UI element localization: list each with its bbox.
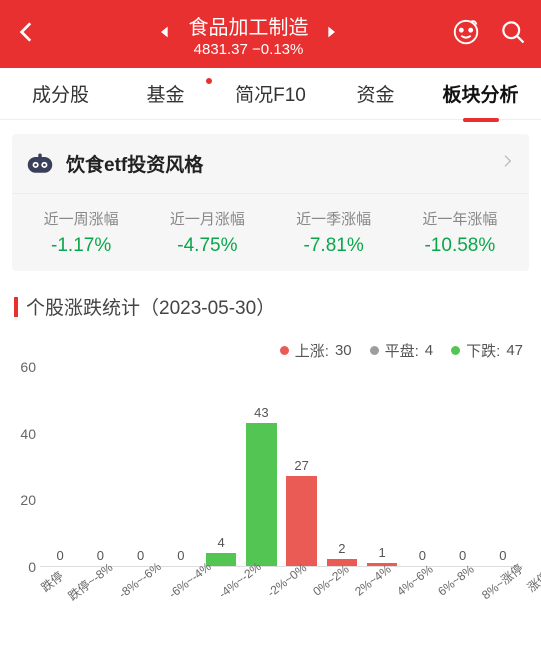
legend-down-label: 下跌: [466, 340, 500, 361]
bar-value-label: 0 [137, 548, 144, 563]
bar-column: 0 [80, 367, 120, 566]
period-stat[interactable]: 近一季涨幅 -7.81% [271, 208, 397, 257]
section-title: 个股涨跌统计（2023-05-30） [26, 293, 275, 320]
legend-up-dot [280, 346, 289, 355]
bar-value-label: 1 [379, 545, 386, 560]
bar-column: 0 [402, 367, 442, 566]
distribution-chart: 0204060 00004432721000 跌停跌停~-8%-8%~-6%-6… [12, 367, 529, 627]
next-sector-button[interactable] [323, 24, 341, 45]
bar-value-label: 4 [218, 535, 225, 550]
x-tick-label: 2%~4% [352, 562, 395, 601]
bar-value-label: 0 [419, 548, 426, 563]
bar-column: 1 [362, 367, 402, 566]
bar-column: 4 [201, 367, 241, 566]
sector-subline: 4831.37 −0.13% [189, 41, 309, 58]
stat-value: -4.75% [144, 235, 270, 257]
bar-value-label: 0 [177, 548, 184, 563]
bar-value-label: 0 [499, 548, 506, 563]
etf-card-title: 饮食etf投资风格 [66, 150, 499, 177]
bar-value-label: 0 [57, 548, 64, 563]
bar [206, 553, 237, 566]
period-stat[interactable]: 近一年涨幅 -10.58% [397, 208, 523, 257]
tab-item[interactable]: 基金 [113, 80, 218, 107]
legend-up-count: 30 [335, 342, 352, 359]
legend-down: 下跌: 47 [451, 340, 523, 361]
legend-flat: 平盘: 4 [370, 340, 434, 361]
bar-column: 27 [282, 367, 322, 566]
stat-label: 近一月涨幅 [144, 208, 270, 229]
bar-column: 0 [121, 367, 161, 566]
robot-icon [26, 153, 54, 175]
x-tick-label: 0%~2% [310, 562, 353, 601]
stat-value: -7.81% [271, 235, 397, 257]
bar [246, 423, 277, 566]
period-stat[interactable]: 近一周涨幅 -1.17% [18, 208, 144, 257]
index-change: −0.13% [252, 41, 303, 58]
y-tick-label: 40 [20, 426, 36, 442]
chevron-right-icon [499, 153, 515, 174]
y-tick-label: 20 [20, 492, 36, 508]
bar-value-label: 0 [459, 548, 466, 563]
assistant-icon[interactable] [451, 17, 481, 52]
legend-down-dot [451, 346, 460, 355]
stat-label: 近一年涨幅 [397, 208, 523, 229]
legend-flat-dot [370, 346, 379, 355]
tab-item[interactable]: 简况F10 [218, 80, 323, 107]
tab-item[interactable]: 成分股 [8, 80, 113, 107]
top-header: 食品加工制造 4831.37 −0.13% [0, 0, 541, 68]
y-tick-label: 0 [28, 559, 36, 575]
bars-container: 0 0 0 0 4 43 27 2 1 0 0 0 [40, 367, 523, 566]
index-value: 4831.37 [194, 41, 248, 58]
tab-item[interactable]: 板块分析 [428, 80, 533, 107]
x-tick-label: 跌停 [37, 567, 66, 595]
chart-legend: 上涨: 30 平盘: 4 下跌: 47 [18, 340, 523, 361]
legend-down-count: 47 [506, 342, 523, 359]
legend-up: 上涨: 30 [280, 340, 352, 361]
y-tick-label: 60 [20, 359, 36, 375]
stat-value: -10.58% [397, 235, 523, 257]
tab-item[interactable]: 资金 [323, 80, 428, 107]
x-tick-label: 4%~6% [394, 562, 437, 601]
bar-column: 0 [40, 367, 80, 566]
y-axis: 0204060 [12, 367, 40, 567]
legend-flat-count: 4 [425, 342, 433, 359]
bar-column: 0 [161, 367, 201, 566]
bar-column: 2 [322, 367, 362, 566]
section-header: 个股涨跌统计（2023-05-30） [14, 293, 527, 320]
legend-flat-label: 平盘: [385, 340, 419, 361]
etf-card: 饮食etf投资风格 近一周涨幅 -1.17%近一月涨幅 -4.75%近一季涨幅 -7.… [12, 134, 529, 271]
bar-column: 0 [483, 367, 523, 566]
stat-label: 近一季涨幅 [271, 208, 397, 229]
legend-up-label: 上涨: [295, 340, 329, 361]
back-button[interactable] [14, 19, 46, 50]
bar-value-label: 43 [254, 405, 268, 420]
bar-column: 0 [443, 367, 483, 566]
header-titles: 食品加工制造 4831.37 −0.13% [189, 11, 309, 58]
period-stat[interactable]: 近一月涨幅 -4.75% [144, 208, 270, 257]
bar-column: 43 [241, 367, 281, 566]
prev-sector-button[interactable] [157, 24, 175, 45]
x-axis-labels: 跌停跌停~-8%-8%~-6%-6%~-4%-4%~-2%-2%~0%0%~2%… [40, 573, 523, 590]
sector-title: 食品加工制造 [189, 11, 309, 40]
x-tick-label: 6%~8% [435, 562, 478, 601]
tab-bar: 成分股基金简况F10资金板块分析 [0, 68, 541, 120]
header-actions [451, 17, 527, 52]
x-tick-label: 涨停 [524, 567, 541, 595]
search-icon[interactable] [499, 18, 527, 51]
plot-area: 0 0 0 0 4 43 27 2 1 0 0 0 [40, 367, 523, 567]
stat-label: 近一周涨幅 [18, 208, 144, 229]
stat-value: -1.17% [18, 235, 144, 257]
bar-value-label: 2 [338, 541, 345, 556]
section-accent-bar [14, 297, 18, 317]
bar-value-label: 27 [294, 458, 308, 473]
header-center: 食品加工制造 4831.37 −0.13% [46, 11, 451, 58]
bar [286, 476, 317, 566]
period-stats-row: 近一周涨幅 -1.17%近一月涨幅 -4.75%近一季涨幅 -7.81%近一年涨幅 -1… [12, 194, 529, 271]
etf-style-row[interactable]: 饮食etf投资风格 [12, 134, 529, 194]
